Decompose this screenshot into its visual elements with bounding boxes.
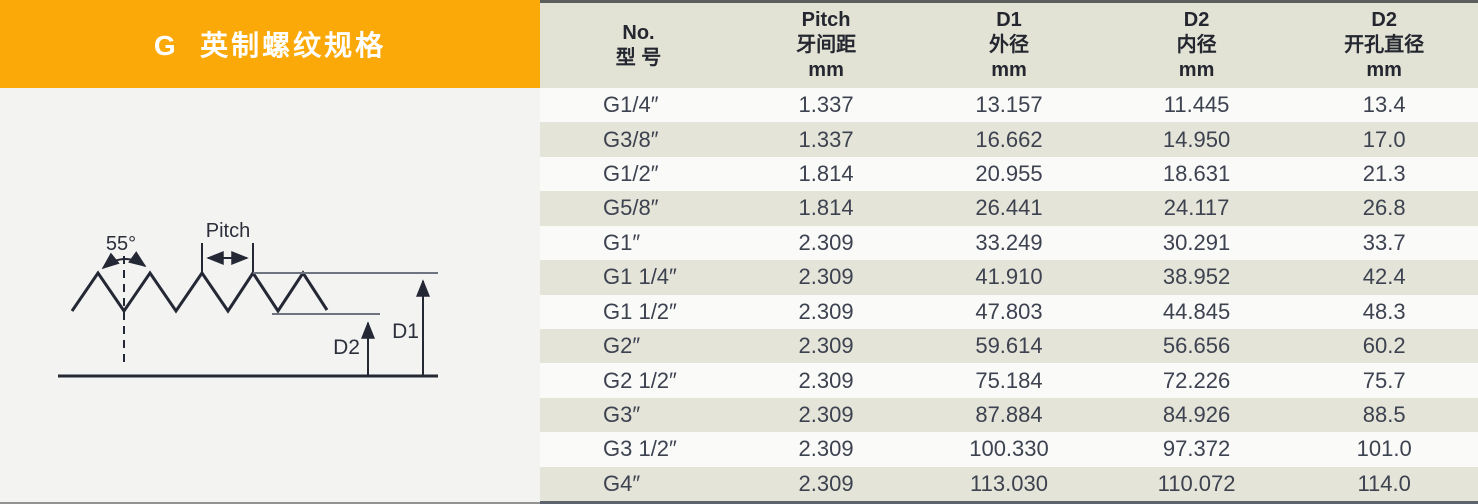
- cell-pitch: 1.814: [798, 195, 854, 221]
- spec-table: No. 型 号 Pitch 牙间距 mm D1 外径 mm D2 内径 mm D…: [540, 0, 1478, 504]
- cell-d2: 72.226: [1162, 367, 1231, 393]
- cell-d1: 26.441: [975, 195, 1043, 221]
- thread-diagram-svg: 55° Pitch D2 D1: [58, 220, 438, 378]
- table-row: G3 1/2″ 2.309 100.330 97.372 101.0: [540, 432, 1478, 467]
- cell-model: G1″: [603, 229, 641, 255]
- cell-d2: 38.952: [1162, 264, 1231, 290]
- cell-d1: 20.955: [975, 161, 1043, 187]
- cell-d2: 110.072: [1157, 470, 1236, 496]
- cell-d1: 41.910: [975, 264, 1043, 290]
- cell-d2: 30.291: [1162, 229, 1231, 255]
- cell-pitch: 1.814: [798, 161, 854, 187]
- angle-arc: [101, 251, 147, 270]
- cell-pitch: 1.337: [798, 92, 854, 118]
- column-header-model: No. 型 号: [615, 21, 662, 69]
- cell-model: G1 1/2″: [603, 298, 677, 324]
- cell-bore: 42.4: [1362, 264, 1406, 290]
- cell-bore: 101.0: [1356, 436, 1412, 462]
- cell-pitch: 2.309: [798, 367, 854, 393]
- cell-d1: 33.249: [975, 229, 1043, 255]
- cell-bore: 114.0: [1357, 470, 1411, 496]
- section-banner: G 英制螺纹规格: [0, 0, 540, 88]
- table-row: G2″ 2.309 59.614 56.656 60.2: [540, 328, 1478, 364]
- cell-model: G5/8″: [603, 195, 659, 221]
- cell-bore: 26.8: [1362, 195, 1406, 221]
- section-title: G 英制螺纹规格: [153, 30, 387, 61]
- cell-pitch: 2.309: [798, 298, 854, 324]
- cell-d2: 97.372: [1162, 436, 1231, 462]
- cell-d1: 87.884: [975, 402, 1043, 427]
- cell-model: G2 1/2″: [603, 367, 677, 393]
- cell-bore: 75.7: [1362, 367, 1406, 393]
- cell-bore: 60.2: [1362, 333, 1406, 359]
- table-row: G1/4″ 1.337 13.157 11.445 13.4: [540, 88, 1478, 123]
- cell-d2: 44.845: [1162, 298, 1231, 324]
- d2-label: D2: [333, 336, 360, 359]
- column-header-bore: D2 开孔直径 mm: [1344, 9, 1425, 81]
- column-header-pitch: Pitch 牙间距 mm: [796, 9, 857, 81]
- d1-label: D1: [392, 320, 419, 343]
- table-row: G4″ 2.309 113.030 110.072 114.0: [540, 466, 1478, 502]
- cell-bore: 48.3: [1362, 298, 1406, 324]
- cell-pitch: 2.309: [798, 229, 854, 255]
- angle-label: 55°: [106, 233, 136, 255]
- cell-model: G1 1/4″: [603, 264, 677, 290]
- cell-model: G4″: [603, 470, 641, 496]
- cell-d2: 14.950: [1162, 126, 1231, 152]
- cell-pitch: 1.337: [798, 126, 854, 152]
- cell-pitch: 2.309: [798, 264, 854, 290]
- cell-pitch: 2.309: [798, 333, 854, 359]
- cell-d2: 24.117: [1163, 195, 1230, 221]
- table-row: G1 1/2″ 2.309 47.803 44.845 48.3: [540, 294, 1478, 329]
- pitch-label: Pitch: [206, 220, 250, 242]
- cell-bore: 13.4: [1362, 92, 1406, 118]
- column-header-d1: D1 外径 mm: [988, 9, 1029, 81]
- cell-model: G3″: [603, 402, 641, 427]
- table-body: G1/4″ 1.337 13.157 11.445 13.4 G3/8″ 1.3…: [540, 88, 1478, 502]
- cell-d1: 100.330: [969, 436, 1049, 462]
- cell-d1: 75.184: [975, 367, 1043, 393]
- cell-model: G2″: [603, 333, 641, 359]
- table-row: G1/2″ 1.814 20.955 18.631 21.3: [540, 156, 1478, 192]
- cell-pitch: 2.309: [798, 470, 854, 496]
- cell-model: G3/8″: [603, 126, 659, 152]
- table-row: G5/8″ 1.814 26.441 24.117 26.8: [540, 191, 1478, 226]
- thread-zigzag: [70, 270, 329, 314]
- cell-d2: 18.631: [1162, 161, 1231, 187]
- cell-d1: 59.614: [975, 333, 1043, 359]
- cell-d2: 11.445: [1163, 92, 1230, 118]
- column-header-d2: D2 内径 mm: [1176, 9, 1217, 81]
- cell-d1: 113.030: [970, 470, 1048, 496]
- cell-d2: 84.926: [1162, 402, 1231, 427]
- cell-pitch: 2.309: [798, 436, 854, 462]
- table-row: G3/8″ 1.337 16.662 14.950 17.0: [540, 122, 1478, 157]
- cell-model: G1/2″: [603, 161, 659, 187]
- cell-d1: 13.157: [975, 92, 1043, 118]
- cell-d1: 47.803: [975, 298, 1043, 324]
- cell-bore: 17.0: [1362, 126, 1406, 152]
- table-row: G2 1/2″ 2.309 75.184 72.226 75.7: [540, 363, 1478, 398]
- bottom-rule-left: [0, 502, 540, 504]
- thread-profile-diagram: 55° Pitch D2 D1: [0, 88, 540, 502]
- cell-d2: 56.656: [1162, 333, 1231, 359]
- table-row: G1 1/4″ 2.309 41.910 38.952 42.4: [540, 260, 1478, 295]
- cell-d1: 16.662: [975, 126, 1043, 152]
- cell-model: G3 1/2″: [603, 436, 677, 462]
- cell-bore: 33.7: [1362, 229, 1406, 255]
- cell-bore: 88.5: [1362, 402, 1406, 427]
- table-row: G1″ 2.309 33.249 30.291 33.7: [540, 225, 1478, 261]
- table-row: G3″ 2.309 87.884 84.926 88.5: [540, 397, 1478, 433]
- cell-model: G1/4″: [603, 92, 659, 118]
- cell-pitch: 2.309: [798, 402, 854, 427]
- table-header-row: No. 型 号 Pitch 牙间距 mm D1 外径 mm D2 内径 mm D…: [540, 0, 1478, 88]
- cell-bore: 21.3: [1362, 161, 1406, 187]
